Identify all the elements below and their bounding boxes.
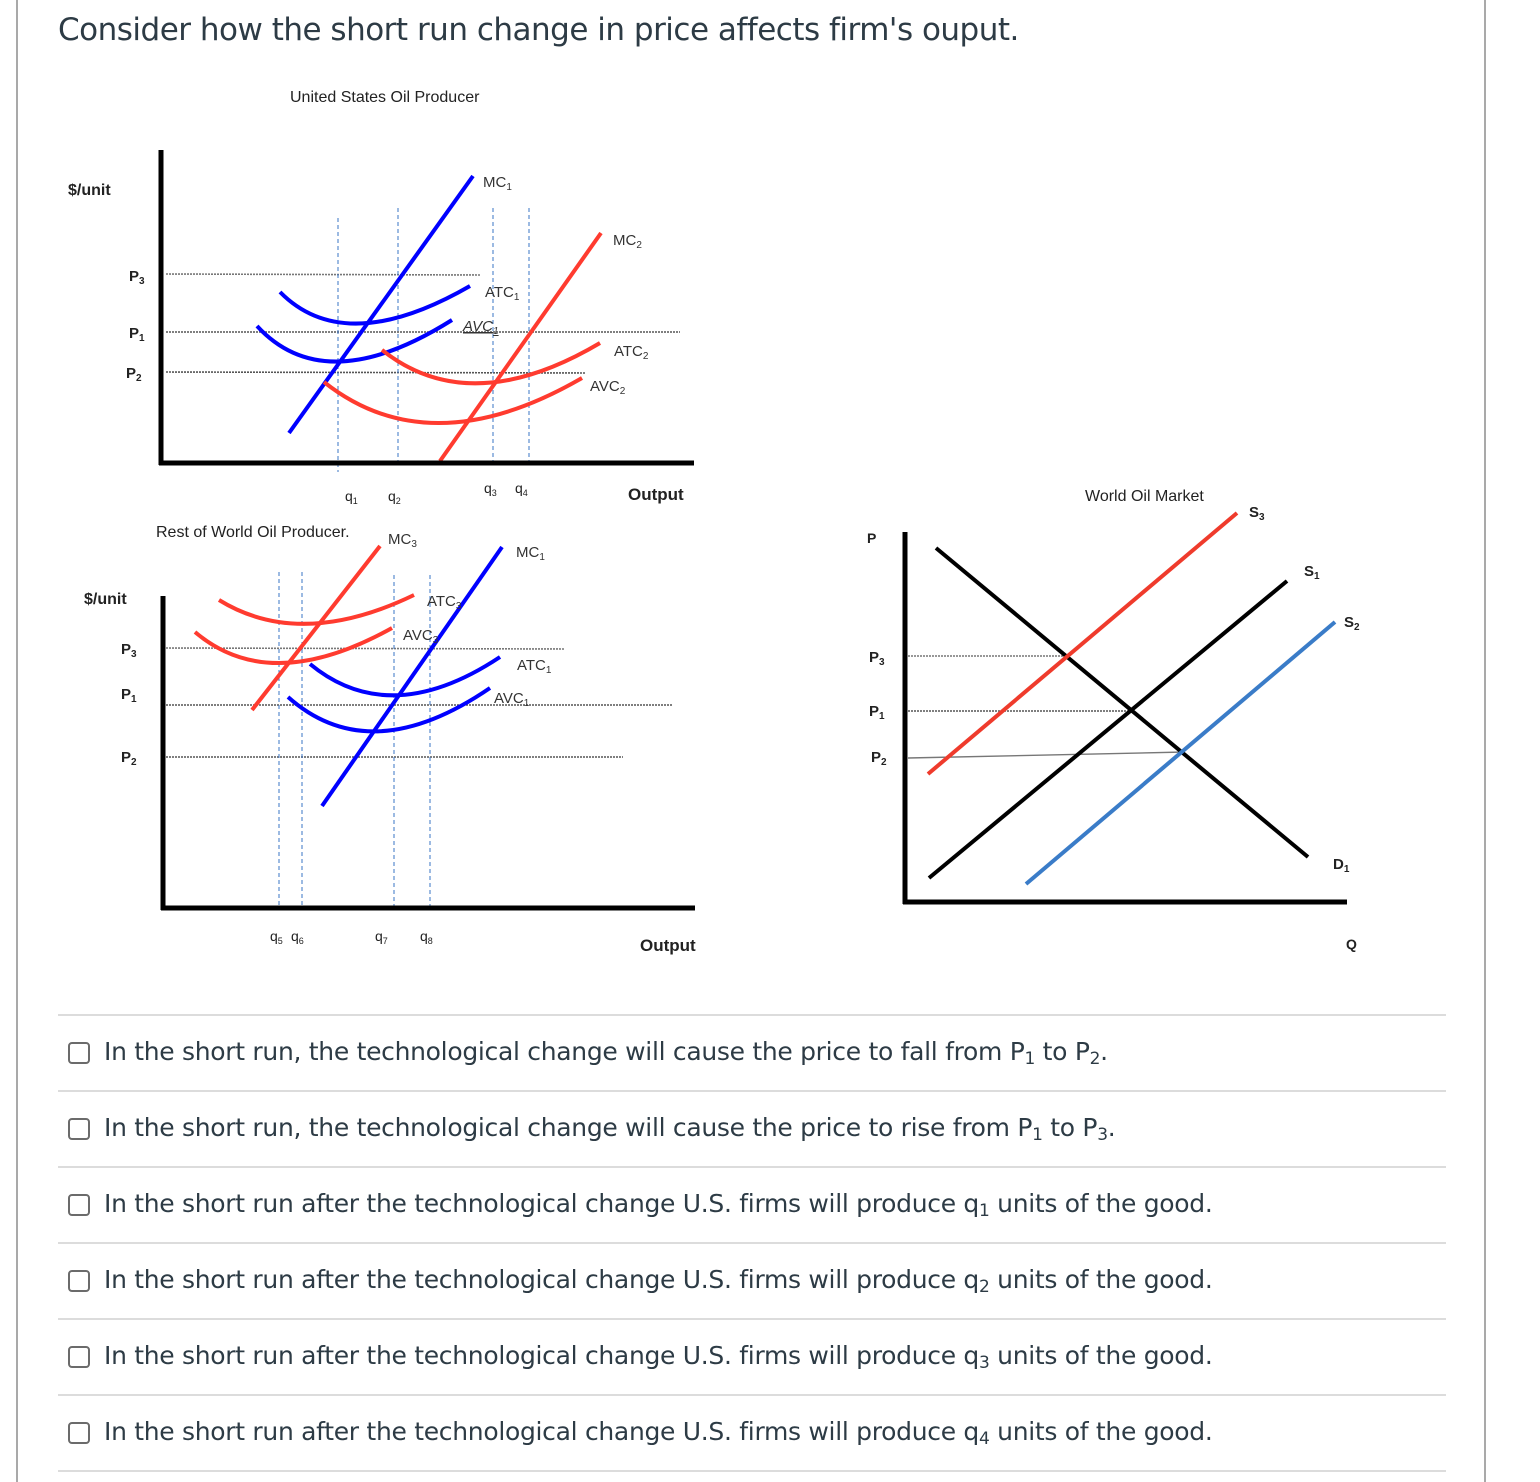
- option-divider: [58, 1242, 1446, 1244]
- question-frame: [16, 0, 1486, 1482]
- world-p3-label: P3: [869, 649, 885, 668]
- world-s3-label: S3: [1249, 504, 1265, 523]
- option-divider: [58, 1394, 1446, 1396]
- world-p2-guide: [907, 751, 1186, 759]
- us-mc1-label: MC1: [483, 174, 512, 193]
- option-label: In the short run after the technological…: [104, 1265, 1213, 1297]
- us-q1-label: q1: [345, 488, 358, 506]
- us-p3-label: P3: [129, 268, 145, 287]
- us-p1-label: P1: [129, 325, 145, 344]
- option-checkbox[interactable]: [68, 1346, 90, 1368]
- row-atc3-curve: [217, 593, 415, 626]
- option-checkbox[interactable]: [68, 1118, 90, 1140]
- question-figure: United States Oil Producer $/unit P3 P1 …: [68, 89, 1360, 955]
- row-mc3-line: [250, 544, 382, 712]
- answer-option-6[interactable]: In the short run after the technological…: [58, 1396, 1446, 1470]
- us-atc2-curve: [380, 341, 602, 386]
- option-checkbox[interactable]: [68, 1270, 90, 1292]
- world-d1-line: [934, 546, 1310, 859]
- us-q2-label: q2: [388, 488, 401, 506]
- world-chart-title: World Oil Market: [1085, 488, 1204, 505]
- answer-option-3[interactable]: In the short run after the technological…: [58, 1168, 1446, 1242]
- row-q8-label: q8: [420, 928, 433, 946]
- us-atc1-curve: [278, 284, 471, 326]
- option-label: In the short run after the technological…: [104, 1417, 1213, 1449]
- world-s1-line: [927, 579, 1289, 880]
- option-divider: [58, 1318, 1446, 1320]
- us-p2-guide: [165, 371, 586, 374]
- world-s3-line: [926, 511, 1239, 776]
- row-avc1-label: AVC1: [494, 690, 530, 709]
- option-divider: [58, 1014, 1446, 1016]
- row-chart-title: Rest of World Oil Producer.: [156, 524, 350, 541]
- us-producer-chart: United States Oil Producer $/unit P3 P1 …: [68, 89, 694, 506]
- us-avc2-label: AVC2: [590, 378, 626, 397]
- us-mc2-line: [438, 231, 603, 463]
- option-checkbox[interactable]: [68, 1042, 90, 1064]
- row-avc3-curve: [193, 626, 393, 665]
- world-d1-label: D1: [1333, 856, 1350, 875]
- row-avc1-curve: [286, 686, 492, 734]
- us-mc2-label: MC2: [613, 232, 642, 251]
- row-q7-label: q7: [375, 928, 388, 946]
- row-p1-label: P1: [121, 686, 137, 705]
- answer-options: In the short run, the technological chan…: [58, 1014, 1446, 1472]
- option-label: In the short run after the technological…: [104, 1341, 1213, 1373]
- world-s2-label: S2: [1344, 614, 1360, 633]
- us-atc2-label: ATC2: [614, 343, 649, 362]
- world-x-axis-label: Q: [1346, 936, 1357, 952]
- us-avc1-label: AVC1: [462, 318, 499, 337]
- us-mc1-line: [287, 174, 475, 435]
- option-label: In the short run, the technological chan…: [104, 1037, 1108, 1069]
- option-label: In the short run, the technological chan…: [104, 1113, 1116, 1145]
- us-chart-title: United States Oil Producer: [290, 89, 480, 106]
- row-p3-label: P3: [121, 641, 137, 660]
- world-p1-label: P1: [869, 703, 885, 722]
- question-prompt: Consider how the short run change in pri…: [58, 12, 1019, 48]
- row-atc1-label: ATC1: [517, 657, 552, 676]
- row-q5-label: q5: [270, 928, 283, 946]
- us-p3-guide: [165, 273, 481, 276]
- world-s2-line: [1024, 620, 1337, 886]
- option-divider: [58, 1090, 1446, 1092]
- us-avc2-curve: [322, 376, 584, 425]
- world-p2-label: P2: [871, 749, 887, 768]
- row-mc3-label: MC3: [388, 531, 417, 550]
- us-x-axis-label: Output: [628, 485, 684, 504]
- option-divider: [58, 1166, 1446, 1168]
- option-divider: [58, 1470, 1446, 1472]
- us-p2-label: P2: [126, 365, 142, 384]
- answer-option-5[interactable]: In the short run after the technological…: [58, 1320, 1446, 1394]
- option-checkbox[interactable]: [68, 1422, 90, 1444]
- row-q6-label: q6: [291, 928, 304, 946]
- row-x-axis-label: Output: [640, 936, 696, 955]
- us-q4-label: q4: [515, 480, 528, 498]
- us-atc1-label: ATC1: [485, 284, 520, 303]
- world-market-chart: World Oil Market P P3 P1 P2 S3 S1 S2 D1 …: [867, 488, 1360, 952]
- world-s1-label: S1: [1304, 563, 1320, 582]
- row-p3-guide: [165, 647, 566, 650]
- row-avc3-label: AVC3: [403, 627, 439, 646]
- answer-option-2[interactable]: In the short run, the technological chan…: [58, 1092, 1446, 1166]
- option-label: In the short run after the technological…: [104, 1189, 1213, 1221]
- us-q3-label: q3: [484, 480, 497, 498]
- us-y-axis-label: $/unit: [68, 182, 111, 199]
- option-checkbox[interactable]: [68, 1194, 90, 1216]
- answer-option-4[interactable]: In the short run after the technological…: [58, 1244, 1446, 1318]
- row-p2-label: P2: [121, 749, 137, 768]
- row-mc1-line: [320, 545, 504, 808]
- row-mc1-label: MC1: [516, 544, 545, 563]
- world-y-axis-label: P: [867, 530, 876, 546]
- row-y-axis-label: $/unit: [84, 591, 127, 608]
- row-atc3-label: ATC3: [427, 593, 462, 612]
- answer-option-1[interactable]: In the short run, the technological chan…: [58, 1016, 1446, 1090]
- row-producer-chart: Rest of World Oil Producer. $/unit P3 P1…: [84, 524, 696, 955]
